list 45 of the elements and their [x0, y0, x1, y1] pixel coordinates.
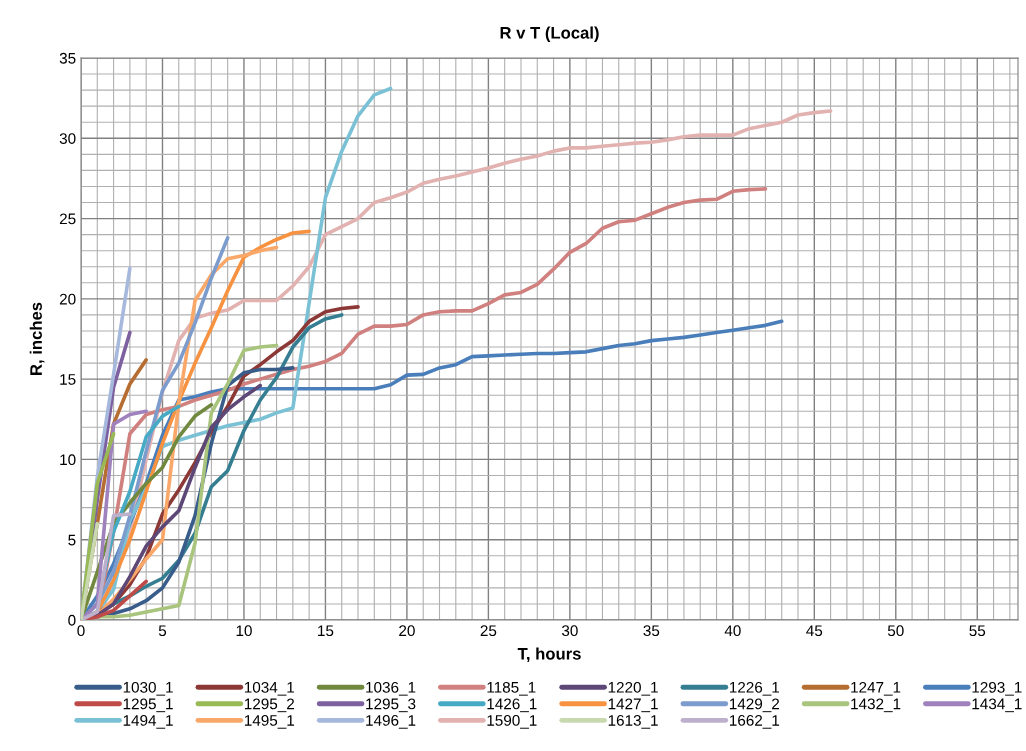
legend-label: 1185_1 — [487, 681, 536, 696]
y-tick-label: 20 — [59, 293, 76, 305]
x-tick-label: 0 — [77, 625, 85, 637]
legend-label: 1494_1 — [123, 714, 173, 729]
y-axis-title: R, inches — [29, 302, 45, 375]
x-tick-label: 35 — [643, 625, 660, 637]
x-tick-label: 5 — [158, 625, 167, 637]
legend-label: 1590_1 — [487, 714, 537, 729]
x-tick-label: 45 — [806, 625, 823, 637]
legend-label: 1220_1 — [608, 681, 658, 696]
legend-label: 1293_1 — [972, 681, 1022, 696]
chart-title: R v T (Local) — [500, 26, 599, 43]
x-tick-label: 50 — [887, 625, 904, 637]
legend-label: 1226_1 — [729, 681, 780, 696]
x-tick-label: 40 — [724, 625, 741, 637]
x-tick-label: 55 — [969, 625, 986, 637]
legend-label: 1247_1 — [851, 681, 901, 696]
legend-label: 1613_1 — [608, 714, 658, 729]
legend-label: 1434_1 — [972, 698, 1022, 713]
y-tick-label: 35 — [59, 52, 76, 64]
x-tick-label: 25 — [480, 625, 497, 637]
legend-label: 1030_1 — [123, 681, 173, 696]
legend-label: 1426_1 — [487, 698, 537, 713]
y-tick-label: 5 — [68, 534, 76, 546]
y-tick-label: 30 — [59, 133, 76, 144]
x-tick-label: 20 — [399, 625, 415, 637]
legend-label: 1432_1 — [851, 698, 901, 713]
legend-label: 1429_2 — [729, 698, 780, 713]
legend-label: 1034_1 — [244, 681, 295, 696]
legend-label: 1295_2 — [244, 698, 295, 713]
x-tick-label: 15 — [318, 625, 334, 637]
legend-label: 1495_1 — [244, 714, 295, 729]
legend-label: 1427_1 — [608, 698, 658, 713]
legend-label: 1496_1 — [366, 714, 416, 729]
y-tick-label: 10 — [60, 454, 76, 466]
x-tick-label: 30 — [561, 625, 578, 637]
legend-label: 1036_1 — [366, 681, 416, 696]
x-axis-title: T, hours — [517, 647, 581, 663]
y-tick-label: 25 — [59, 213, 76, 225]
x-tick-label: 10 — [236, 625, 252, 637]
y-tick-label: 15 — [60, 374, 76, 385]
legend-label: 1295_3 — [366, 698, 416, 713]
legend-label: 1662_1 — [729, 714, 780, 729]
legend-label: 1295_1 — [123, 698, 173, 713]
y-tick-label: 0 — [68, 614, 76, 626]
